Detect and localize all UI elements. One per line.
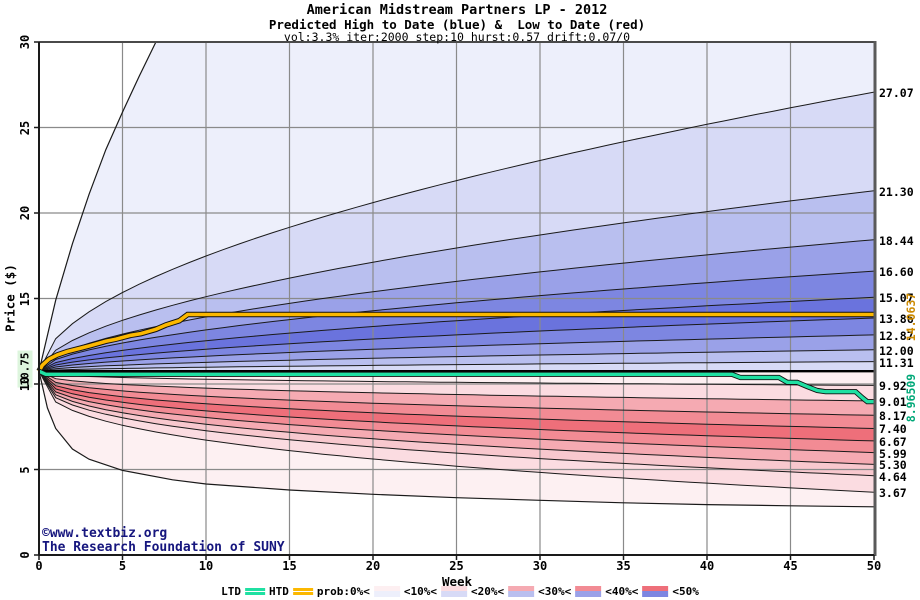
low-band-3 [39,371,874,429]
watermark-url: ©www.textbiz.org [42,526,168,541]
legend-band-label-2: <20%< [470,584,505,598]
boundary-line-9 [38,370,875,386]
boundary-line-17 [38,370,875,493]
low-band-4 [39,371,874,441]
legend-band-swatch-3 [508,585,535,597]
x-tick-label-25: 25 [449,559,464,573]
boundary-line-7 [38,349,875,372]
x-tick-label-35: 35 [616,559,631,573]
x-tick-label-50: 50 [866,559,882,573]
low-value-label-9.92: 9.92 [879,379,907,394]
boundary-line-8 [38,361,875,372]
high-value-label-12.87: 12.87 [879,328,914,343]
legend-band-swatch-1 [373,585,400,597]
chart-title: American Midstream Partners LP - 2012 [306,2,608,18]
low-value-label-9.01: 9.01 [879,394,907,409]
ltd-line-stroke [38,369,874,404]
x-tick-label-40: 40 [699,559,715,573]
x-tick-label-10: 10 [198,559,214,573]
y-tick-label-30: 30 [18,34,32,50]
high-envelope-line [38,41,157,372]
high-value-label-13.86: 13.86 [879,311,914,326]
watermark-org: The Research Foundation of SUNY [42,540,285,555]
y-tick-label-15: 15 [18,291,32,306]
low-value-label-8.17: 8.17 [879,409,907,424]
legend-htd-swatch [292,587,313,595]
y-tick-label-20: 20 [18,205,32,221]
low-value-label-5.99: 5.99 [879,446,907,461]
boundary-line-13 [38,370,875,442]
legend-band-label-3: <30%< [538,584,572,598]
low-envelope-line [38,371,875,508]
x-tick-label-0: 0 [35,559,43,573]
boundary-line-10 [38,370,875,402]
high-band-0 [39,42,874,372]
legend-prob-label: prob:0%< [316,584,370,598]
y-axis-label: Price ($) [2,264,18,332]
high-value-label-27.07: 27.07 [879,86,914,101]
x-tick-label-5: 5 [118,559,127,573]
high-band-4 [39,271,874,372]
low-value-label-4.64: 4.64 [879,469,907,484]
legend-htd-label: HTD [269,584,289,598]
legend: LTD HTD prob:0%< <10%< <20%< <30%< <40%< <50% [221,584,699,598]
x-tick-label-30: 30 [532,559,548,573]
legend-band-swatch-4 [575,585,602,597]
low-value-label-6.67: 6.67 [879,434,907,449]
htd-line [36,311,874,373]
legend-ltd-label: LTD [221,584,242,598]
high-value-label-21.30: 21.30 [879,184,914,199]
boundary-line-14 [38,370,875,454]
low-value-label-3.67: 3.67 [879,486,907,501]
legend-ltd-swatch [245,587,266,595]
boundary-line-0 [38,91,875,372]
y-tick-label-0: 0 [18,551,32,559]
y-tick-label-10: 10 [18,376,32,392]
legend-band-label-4: <40%< [605,584,639,598]
boundary-line-3 [38,270,875,372]
boundary-line-1 [38,190,875,372]
boundary-line-6 [38,334,875,372]
boundary-line-5 [38,317,875,372]
y-tick-label-25: 25 [18,120,32,135]
x-tick-label-20: 20 [365,559,381,573]
high-value-label-16.60: 16.60 [879,265,914,280]
low-band-2 [39,371,874,416]
high-value-label-12.00: 12.00 [879,343,914,358]
x-tick-label-45: 45 [783,559,798,573]
htd-end-label: 14.0637 [904,292,918,341]
x-axis-label: Week [441,574,473,589]
low-value-label-7.40: 7.40 [879,422,907,437]
boundary-line-11 [38,370,875,416]
chart-params: vol:3.3% iter:2000 step:10 hurst:0.57 dr… [283,30,631,44]
low-band-9 [39,371,874,507]
boundary-line-12 [38,370,875,429]
boundary-line-15 [38,370,875,465]
high-band-3 [39,239,874,372]
chart-subtitle: Predicted High to Date (blue) & Low to D… [268,17,646,32]
ltd-end-label: 8.96509 [904,373,918,422]
high-value-label-15.07: 15.07 [879,291,914,306]
legend-band-label-5: <50% [672,584,699,598]
legend-band-swatch-5 [642,585,669,597]
boundary-line-4 [38,296,875,372]
x-tick-label-15: 15 [282,559,297,573]
ltd-line [37,368,874,405]
legend-band-label-1: <10%< [403,584,437,598]
y-tick-label-5: 5 [18,465,32,474]
high-value-label-18.44: 18.44 [879,233,914,248]
grid-lines [39,42,874,555]
high-value-label-11.31: 11.31 [879,355,914,370]
legend-band-swatch-2 [440,585,467,597]
plot-border-and-ticks [34,41,877,560]
htd-line-stroke [37,312,874,373]
boundary-line-16 [38,370,875,477]
low-value-label-5.30: 5.30 [879,458,907,473]
